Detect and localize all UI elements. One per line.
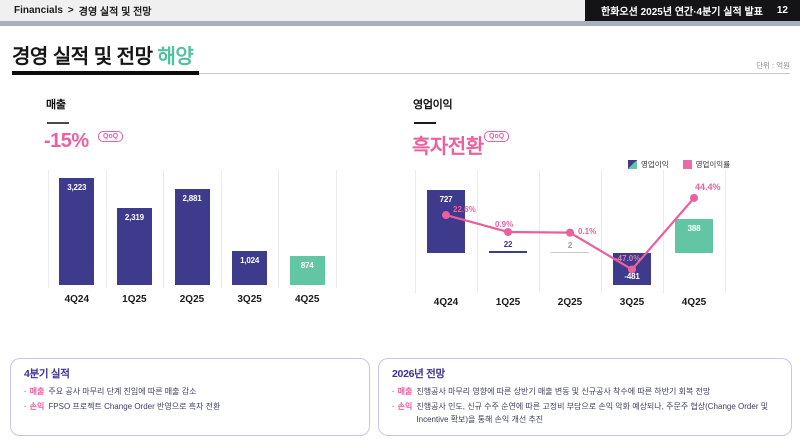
category-label: 4Q24	[433, 297, 459, 308]
note-title: 4분기 실적	[24, 368, 70, 380]
bullet-text: 진행공사 마무리 영향에 따른 상반기 매출 변동 및 신규공사 착수에 따른 …	[416, 387, 711, 396]
revenue-bar	[59, 177, 95, 285]
bar-value-label: 22	[503, 240, 513, 249]
operating-margin-value-label: -47.0%	[615, 254, 641, 264]
page-title-highlight: 해양	[157, 46, 194, 68]
bar-value-label: 2,881	[182, 194, 202, 204]
revenue-bar	[116, 208, 152, 285]
note-bullet: · 손익 FPSO 프로젝트 Change Order 반영으로 흑자 전환	[24, 401, 356, 414]
revenue-qoq-badge: QoQ	[98, 131, 124, 142]
legend-item-operating-margin: 영업이익률	[682, 159, 731, 170]
title-rule	[12, 71, 199, 75]
operating-profit-chart-title: 영업이익	[413, 99, 453, 111]
operating-profit-chart-title-rule	[414, 122, 436, 124]
gridline	[48, 170, 49, 288]
revenue-chart-title: 매출	[46, 99, 66, 111]
operating-profit-swatch-icon	[628, 160, 637, 169]
gridline	[278, 170, 280, 288]
bullet-tag: 매출	[29, 387, 45, 396]
note-title: 2026년 전망	[392, 368, 445, 380]
operating-margin-marker	[566, 228, 574, 237]
operating-margin-marker	[504, 227, 512, 236]
bullet-tag: 손익	[29, 401, 45, 411]
category-label: 3Q25	[237, 294, 262, 305]
gridline	[663, 170, 664, 293]
category-label: 2Q25	[557, 297, 583, 308]
category-label: 4Q24	[64, 294, 90, 305]
bullet-dot: ·	[24, 401, 27, 411]
bullet-text: 주요 공사 마무리 단계 진입에 따른 매출 감소	[48, 387, 197, 396]
title-rule-thin	[12, 73, 790, 74]
category-label: 1Q25	[495, 297, 521, 308]
page-title-main: 경영 실적 및 전망	[12, 46, 158, 68]
breadcrumb: Financials > 경영 실적 및 전망	[14, 0, 152, 21]
note-bullet: · 매출 주요 공사 마무리 단계 진입에 따른 매출 감소	[24, 386, 356, 399]
bar-value-label: 2	[567, 241, 573, 250]
operating-margin-value-label: 0.9%	[495, 219, 514, 229]
operating-profit-bar	[489, 251, 527, 253]
legend-label: 영업이익률	[695, 160, 731, 169]
operating-margin-value-label: 44.4%	[695, 181, 721, 192]
gridline	[725, 170, 726, 293]
gridline	[415, 170, 416, 293]
breadcrumb-separator-icon: >	[67, 5, 74, 16]
page-number: 12	[776, 5, 788, 16]
page-title: 경영 실적 및 전망 해양	[12, 40, 194, 69]
operating-margin-swatch-icon	[682, 160, 692, 169]
category-label: 2Q25	[179, 294, 205, 305]
note-bullet: · 손익 진행공사 인도, 신규 수주 순연에 따른 고정비 부담으로 손익 악…	[392, 401, 778, 427]
category-label: 4Q25	[681, 297, 707, 308]
category-label: 3Q25	[619, 297, 645, 308]
bar-value-label: 388	[687, 224, 701, 234]
legend-label: 영업이익	[641, 160, 669, 169]
bullet-tag: 매출	[397, 387, 413, 396]
bullet-dot: ·	[392, 387, 395, 396]
revenue-qoq-change: -15%	[44, 130, 89, 152]
gridline	[220, 170, 222, 288]
legend-item-operating-profit: 영업이익	[628, 159, 669, 170]
legend: 영업이익 영업이익률	[628, 159, 730, 170]
gridline	[477, 170, 478, 293]
bar-value-label: 1,024	[240, 256, 260, 265]
operating-margin-marker	[690, 193, 698, 202]
operating-profit-qoq-change: 흑자전환	[412, 136, 484, 158]
revenue-chart-title-rule	[47, 122, 69, 124]
category-label: 4Q25	[294, 294, 320, 305]
bullet-text: FPSO 프로젝트 Change Order 반영으로 흑자 전환	[48, 401, 221, 411]
header-banner: 한화오션 2025년 연간·4분기 실적 발표 12	[585, 0, 800, 21]
breadcrumb-page: 경영 실적 및 전망	[78, 7, 152, 18]
revenue-bar	[174, 189, 210, 285]
operating-margin-value-label: 22.6%	[453, 205, 476, 215]
operating-margin-value-label: 0.1%	[578, 226, 597, 236]
revenue-bar	[232, 251, 268, 285]
gridline	[336, 170, 337, 288]
bullet-dot: ·	[24, 387, 27, 396]
notes-q4-results-box: 4분기 실적 · 매출 주요 공사 마무리 단계 진입에 따른 매출 감소 · …	[10, 358, 370, 436]
breadcrumb-section: Financials	[14, 5, 63, 16]
bar-value-label: 874	[300, 260, 314, 270]
note-bullet: · 매출 진행공사 마무리 영향에 따른 상반기 매출 변동 및 신규공사 착수…	[392, 386, 778, 399]
bullet-text: 진행공사 인도, 신규 수주 순연에 따른 고정비 부담으로 손익 악화 예상되…	[416, 401, 769, 424]
gridline	[163, 170, 165, 288]
bar-value-label: -481	[624, 271, 640, 281]
bar-value-label: 2,319	[124, 213, 144, 222]
operating-profit-bar	[551, 252, 589, 253]
header-banner-title: 한화오션 2025년 연간·4분기 실적 발표	[601, 7, 763, 18]
gridline	[601, 170, 602, 293]
bullet-dot: ·	[392, 401, 395, 411]
gridline	[105, 170, 107, 288]
unit-note: 단위 : 억원	[756, 61, 790, 70]
top-bar: Financials > 경영 실적 및 전망 한화오션 2025년 연간·4분…	[0, 0, 800, 21]
operating-margin-line	[445, 197, 695, 271]
gridline	[539, 170, 540, 293]
bullet-tag: 손익	[397, 401, 413, 411]
bar-value-label: 727	[439, 194, 453, 204]
accent-strip	[0, 21, 800, 26]
bar-value-label: 3,223	[67, 182, 87, 192]
category-label: 1Q25	[122, 294, 147, 305]
revenue-bar	[289, 255, 325, 285]
operating-profit-qoq-badge: QoQ	[484, 131, 510, 142]
notes-2026-outlook-box: 2026년 전망 · 매출 진행공사 마무리 영향에 따른 상반기 매출 변동 …	[378, 358, 792, 436]
